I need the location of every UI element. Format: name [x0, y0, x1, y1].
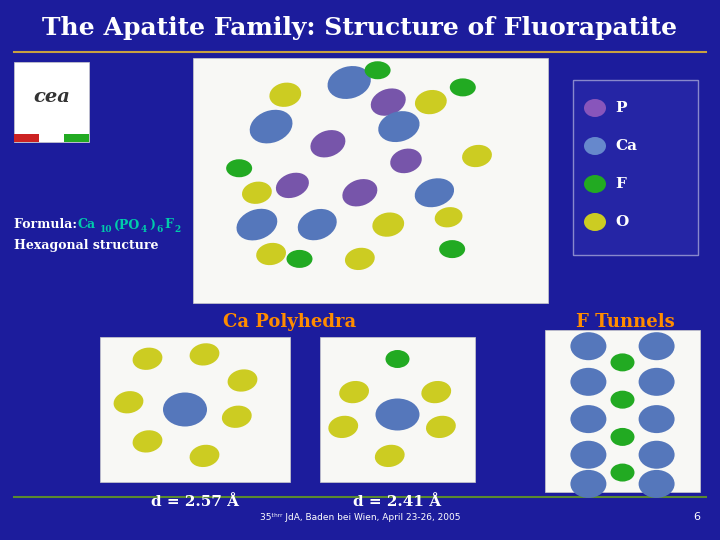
Text: F Tunnels: F Tunnels [575, 313, 675, 331]
Text: 35ᵗʰʳʳ JdA, Baden bei Wien, April 23-26, 2005: 35ᵗʰʳʳ JdA, Baden bei Wien, April 23-26,… [260, 512, 460, 522]
Ellipse shape [222, 406, 252, 428]
Text: 6: 6 [693, 512, 700, 522]
Text: Ca: Ca [78, 219, 96, 232]
Ellipse shape [287, 250, 312, 268]
Ellipse shape [298, 209, 337, 240]
Ellipse shape [256, 243, 286, 265]
Ellipse shape [584, 99, 606, 117]
Ellipse shape [310, 130, 346, 158]
Ellipse shape [269, 83, 301, 107]
Ellipse shape [345, 248, 374, 270]
Ellipse shape [371, 89, 406, 116]
Text: (PO: (PO [114, 219, 140, 232]
Ellipse shape [570, 441, 606, 469]
Text: O: O [615, 215, 629, 229]
Ellipse shape [372, 212, 404, 237]
Ellipse shape [385, 350, 410, 368]
Ellipse shape [328, 66, 371, 99]
Ellipse shape [250, 110, 292, 144]
Bar [64, 134, 89, 142]
Text: Ca Polyhedra: Ca Polyhedra [223, 313, 356, 331]
Ellipse shape [276, 173, 309, 198]
Ellipse shape [163, 393, 207, 427]
Ellipse shape [439, 240, 465, 258]
Bar [573, 80, 698, 255]
Ellipse shape [611, 428, 634, 446]
Ellipse shape [390, 148, 422, 173]
Ellipse shape [570, 368, 606, 396]
Ellipse shape [584, 213, 606, 231]
Ellipse shape [584, 137, 606, 155]
Bar [573, 80, 698, 255]
Ellipse shape [639, 470, 675, 498]
Ellipse shape [378, 111, 420, 142]
Ellipse shape [364, 61, 391, 79]
Text: Ca: Ca [615, 139, 637, 153]
Ellipse shape [189, 445, 220, 467]
Text: 6: 6 [156, 225, 163, 233]
Ellipse shape [415, 90, 446, 114]
Bar [320, 337, 475, 482]
Ellipse shape [132, 348, 163, 370]
Ellipse shape [584, 175, 606, 193]
Ellipse shape [421, 381, 451, 403]
Ellipse shape [132, 430, 163, 453]
Ellipse shape [375, 445, 405, 467]
Ellipse shape [228, 369, 257, 392]
Ellipse shape [236, 209, 277, 240]
Ellipse shape [328, 416, 358, 438]
Bar [545, 330, 700, 492]
Text: 4: 4 [141, 225, 148, 233]
Text: ): ) [149, 219, 155, 232]
Text: Formula:: Formula: [14, 219, 81, 232]
Text: 2: 2 [174, 225, 180, 233]
Ellipse shape [570, 332, 606, 360]
Text: d = 2.41 Å: d = 2.41 Å [354, 495, 441, 509]
Ellipse shape [570, 405, 606, 433]
Bar [100, 337, 290, 482]
Ellipse shape [611, 463, 634, 482]
Bar [14, 62, 89, 142]
Ellipse shape [639, 441, 675, 469]
Ellipse shape [376, 399, 420, 430]
Text: F: F [164, 219, 173, 232]
Ellipse shape [426, 416, 456, 438]
Bar [193, 58, 548, 303]
Ellipse shape [611, 353, 634, 372]
Text: P: P [615, 101, 626, 115]
Ellipse shape [611, 390, 634, 409]
Ellipse shape [639, 368, 675, 396]
Bar [39, 134, 64, 142]
Ellipse shape [339, 381, 369, 403]
Text: The Apatite Family: Structure of Fluorapatite: The Apatite Family: Structure of Fluorap… [42, 16, 678, 40]
Ellipse shape [114, 391, 143, 414]
Ellipse shape [226, 159, 252, 177]
Ellipse shape [415, 178, 454, 207]
Ellipse shape [189, 343, 220, 366]
Ellipse shape [462, 145, 492, 167]
Text: F: F [615, 177, 626, 191]
Ellipse shape [639, 332, 675, 360]
Ellipse shape [639, 405, 675, 433]
Ellipse shape [450, 78, 476, 97]
Text: Hexagonal structure: Hexagonal structure [14, 239, 158, 252]
Text: d = 2.57 Å: d = 2.57 Å [151, 495, 239, 509]
Ellipse shape [343, 179, 377, 206]
Bar [14, 134, 39, 142]
Ellipse shape [570, 470, 606, 498]
Ellipse shape [242, 181, 271, 204]
Ellipse shape [435, 207, 462, 227]
Text: cea: cea [33, 88, 70, 106]
Text: 10: 10 [100, 225, 112, 233]
